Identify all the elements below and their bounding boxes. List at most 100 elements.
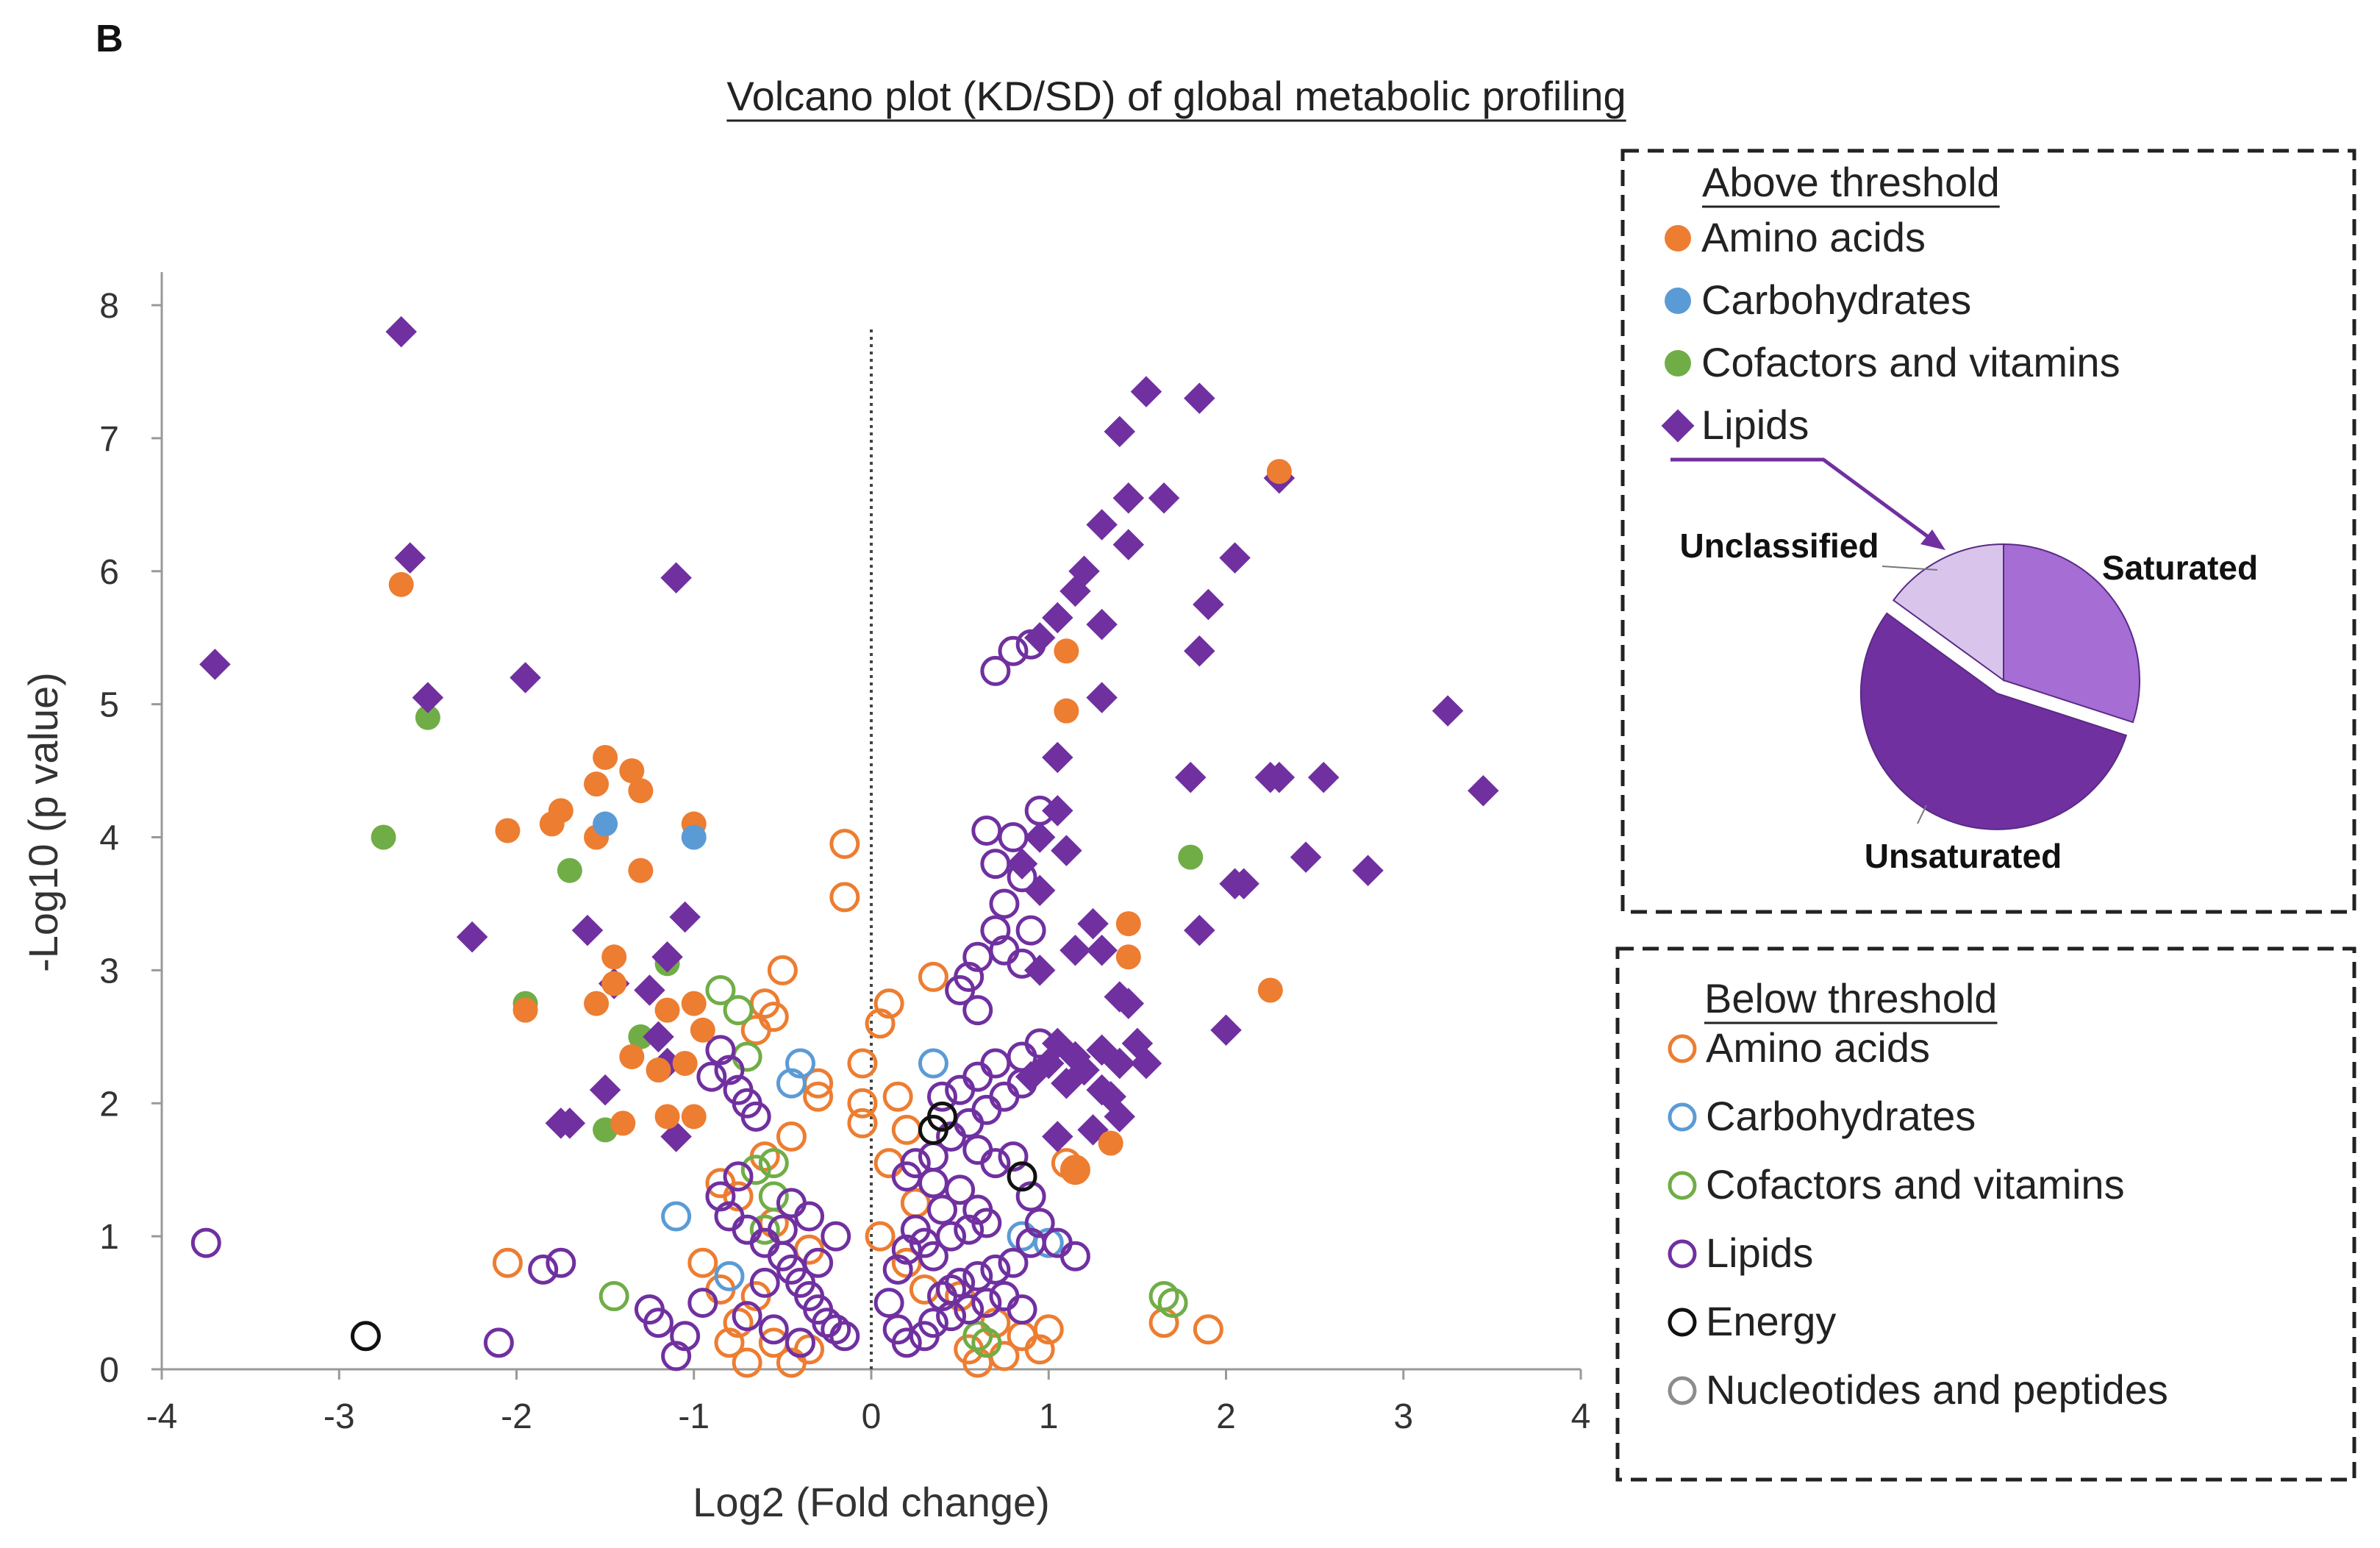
lipids-to-pie-arrow-line <box>1670 457 1937 544</box>
data-point <box>690 1017 715 1043</box>
data-point <box>740 1101 771 1132</box>
x-tick-label: -3 <box>324 1397 355 1436</box>
data-point <box>732 1214 762 1245</box>
data-point <box>945 975 976 1006</box>
data-point <box>1086 509 1118 541</box>
pie-slice-unsaturated <box>1859 612 2128 830</box>
data-point <box>794 1334 825 1365</box>
pie-leader-unclassified <box>1882 566 1938 571</box>
data-point <box>1042 602 1073 634</box>
data-point <box>980 1048 1011 1079</box>
series-below-threshold-lipids <box>190 629 1090 1372</box>
data-point <box>918 1048 948 1079</box>
legend-label: Nucleotides and peptides <box>1706 1366 2168 1413</box>
data-point <box>998 1247 1029 1278</box>
data-point <box>847 1108 878 1138</box>
data-point <box>456 921 488 953</box>
data-point <box>1086 1074 1118 1106</box>
data-point <box>803 1247 834 1278</box>
lipids-to-pie-arrowhead <box>1920 529 1945 550</box>
y-tick-label: 2 <box>99 1085 119 1124</box>
series-below-threshold-cofactors-and-vitamins <box>598 975 1188 1358</box>
data-point <box>643 1308 673 1338</box>
data-point <box>1054 638 1079 664</box>
data-point <box>1175 761 1207 793</box>
series-above-threshold-carbohydrates <box>593 811 707 850</box>
data-point <box>628 857 654 883</box>
data-point <box>723 995 754 1026</box>
data-point <box>1352 855 1384 886</box>
data-point <box>1086 682 1118 713</box>
data-point <box>619 1044 645 1069</box>
data-point <box>767 1214 798 1245</box>
data-point <box>1228 868 1259 900</box>
data-point <box>954 1294 984 1325</box>
data-point <box>1023 821 1056 853</box>
data-point <box>732 1041 762 1072</box>
data-point <box>918 1168 948 1199</box>
legend-marker <box>1668 1376 1697 1405</box>
data-point <box>557 857 582 883</box>
series-below-threshold-amino-acids <box>492 829 1223 1378</box>
data-point <box>681 824 707 850</box>
data-point <box>634 974 665 1006</box>
data-point <box>918 1308 948 1338</box>
legend-marker <box>1665 288 1691 314</box>
data-point <box>705 1035 736 1066</box>
data-point <box>1033 1314 1064 1345</box>
data-point <box>847 1048 878 1079</box>
data-point <box>989 1081 1020 1112</box>
x-tick-label: -4 <box>146 1397 178 1436</box>
data-point <box>593 744 618 770</box>
data-point <box>1059 575 1091 607</box>
data-point <box>829 882 860 913</box>
data-point <box>989 888 1020 919</box>
data-point <box>927 1081 957 1112</box>
data-point <box>1098 1130 1123 1156</box>
data-point <box>980 1148 1011 1179</box>
pie-label-saturated: Saturated <box>2102 549 2258 587</box>
data-point <box>936 1301 967 1332</box>
legend-label: Cofactors and vitamins <box>1701 339 2120 385</box>
data-point <box>891 1327 922 1358</box>
data-points <box>190 315 1499 1378</box>
data-point <box>989 1281 1020 1312</box>
data-point <box>669 901 701 933</box>
x-axis-label: Log2 (Fold change) <box>693 1479 1050 1525</box>
data-point <box>705 1181 736 1212</box>
data-point <box>1023 621 1056 654</box>
data-point <box>1178 844 1204 870</box>
data-point <box>385 315 417 348</box>
data-point <box>891 1234 922 1265</box>
data-point <box>1024 1208 1055 1238</box>
data-point <box>601 971 627 996</box>
legend-above-box <box>1620 149 2356 914</box>
data-point <box>891 1114 922 1145</box>
data-point <box>971 1288 1002 1319</box>
data-point <box>388 571 414 597</box>
data-point <box>554 1108 586 1139</box>
data-point <box>571 914 604 946</box>
data-point <box>1210 1014 1242 1046</box>
x-tick-label: 1 <box>1039 1397 1059 1436</box>
data-point <box>1042 741 1073 774</box>
x-tick-label: 2 <box>1216 1397 1236 1436</box>
data-point <box>1042 795 1073 827</box>
data-point <box>199 649 231 680</box>
x-tick-label: 4 <box>1571 1397 1591 1436</box>
data-point <box>670 1321 701 1352</box>
data-point <box>1007 1221 1037 1252</box>
data-point <box>918 1141 948 1172</box>
legend-label: Lipids <box>1706 1230 1813 1276</box>
data-point <box>971 1208 1002 1238</box>
data-point <box>1193 588 1224 621</box>
data-point <box>584 771 610 797</box>
x-tick-label: -1 <box>678 1397 710 1436</box>
data-point <box>821 1314 851 1345</box>
data-point <box>962 1321 993 1352</box>
data-point <box>776 1347 807 1378</box>
data-point <box>1015 1181 1046 1212</box>
data-point <box>1115 911 1141 937</box>
data-point <box>483 1327 514 1358</box>
